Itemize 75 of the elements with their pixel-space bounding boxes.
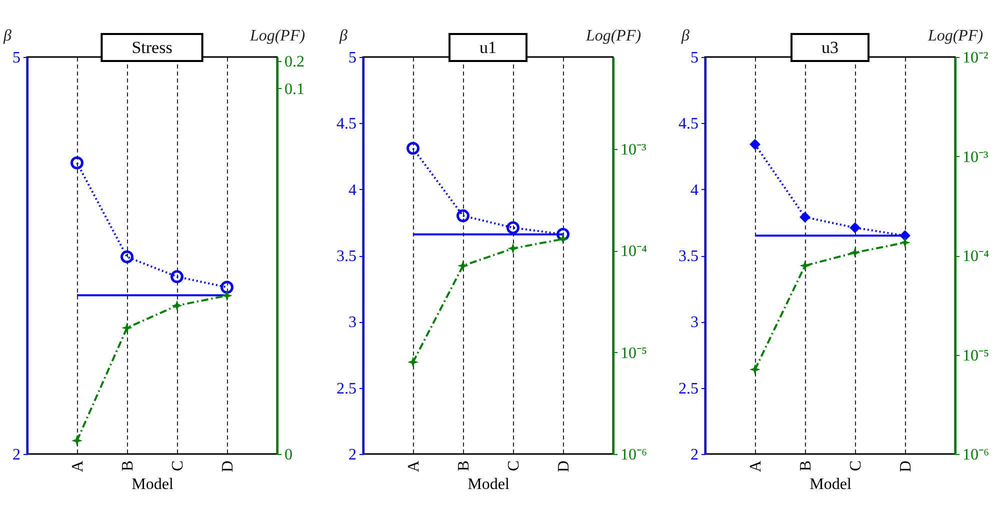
point [556, 228, 570, 241]
y2-tick-label: 10⁻⁵ [620, 344, 648, 362]
point [406, 142, 420, 155]
point [750, 138, 760, 150]
y2-tick-label: 0.2 [284, 53, 304, 70]
y-tick-label: 4 [348, 182, 356, 199]
y2-axis-title: Log(PF) [926, 28, 984, 44]
y-tick-label: 3.5 [678, 248, 698, 265]
point [456, 209, 470, 222]
y2-tick-label: 10⁻³ [962, 148, 988, 166]
y2-tick-label: 10⁻² [962, 50, 988, 66]
y2-tick-label: 10⁻⁶ [620, 446, 648, 464]
point [558, 234, 568, 244]
y-tick-label: 3 [690, 314, 698, 332]
x-tick-label: A [70, 460, 86, 472]
x-tick-label: A [406, 460, 422, 472]
x-tick-label: A [748, 460, 764, 472]
y-tick-label: 2 [690, 446, 698, 464]
y2-tick-label: 10⁻⁴ [962, 248, 990, 265]
x-tick-label: C [170, 460, 186, 472]
point [850, 247, 860, 258]
y-tick-label: 4.5 [678, 116, 698, 133]
y-tick-label: 5 [12, 50, 20, 66]
y-tick-label: 2 [348, 446, 356, 464]
point [222, 290, 232, 302]
x-tick-label: C [848, 460, 864, 472]
point [458, 260, 468, 272]
point [408, 356, 418, 368]
y-tick-label: 2.5 [336, 380, 356, 398]
point [72, 435, 82, 446]
point [850, 222, 860, 234]
point [122, 322, 132, 334]
point [800, 260, 810, 272]
point [506, 221, 520, 234]
point [172, 300, 182, 312]
point [120, 250, 134, 264]
y-tick-label: 2 [12, 446, 20, 464]
y2-axis-title: Log(PF) [248, 28, 306, 44]
y-axis-title: β [338, 28, 348, 44]
y-axis-title: β [680, 28, 690, 44]
y-tick-label: 4.5 [336, 116, 356, 133]
y2-tick-label: 10⁻⁶ [962, 446, 990, 464]
point [220, 280, 234, 294]
y2-tick-label: 10⁻⁵ [962, 347, 990, 364]
y-tick-label: 3 [348, 314, 356, 332]
y-tick-label: 5 [690, 50, 698, 66]
x-tick-label: C [506, 460, 522, 472]
y-tick-label: 4 [690, 182, 698, 199]
x-tick-label: B [456, 460, 472, 472]
y2-tick-label: 10⁻³ [620, 141, 646, 158]
y2-tick-label: 0.1 [284, 80, 304, 98]
point [900, 237, 910, 248]
point [70, 156, 84, 170]
x-tick-label: D [556, 460, 572, 472]
x-axis-title: Model [468, 476, 510, 494]
y-tick-label: 3.5 [336, 248, 356, 265]
x-tick-label: D [220, 460, 236, 472]
y-tick-label: 5 [348, 50, 356, 66]
y-axis-title: β [2, 28, 12, 44]
x-axis-title: Model [810, 476, 852, 494]
y2-axis-title: Log(PF) [584, 28, 642, 44]
x-axis-title: Model [132, 476, 174, 494]
y2-tick-label: 0 [284, 446, 292, 464]
chart-title: u1 [480, 38, 496, 57]
point [750, 364, 760, 375]
y-tick-label: 2.5 [678, 380, 698, 398]
point [800, 212, 810, 223]
x-tick-label: B [798, 460, 814, 472]
point [508, 242, 518, 254]
x-tick-label: B [120, 460, 136, 472]
x-tick-label: D [898, 460, 914, 472]
point [170, 270, 184, 284]
y2-tick-label: 10⁻⁴ [620, 243, 648, 260]
chart-title: u3 [822, 38, 838, 57]
chart-title: Stress [132, 38, 172, 57]
